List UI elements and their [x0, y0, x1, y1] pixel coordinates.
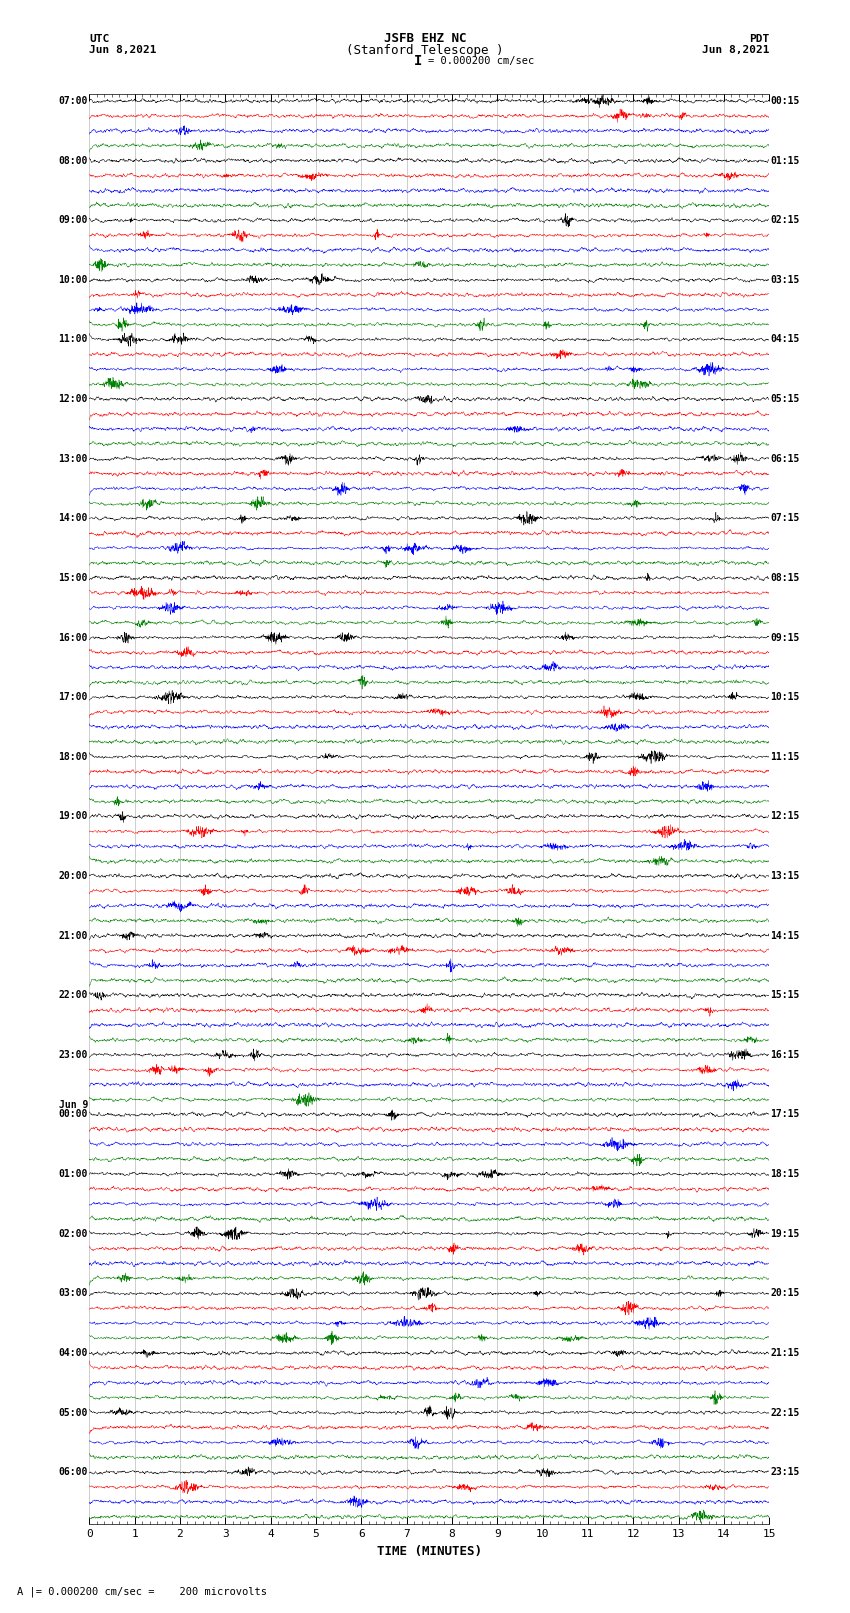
Text: 06:00: 06:00 [59, 1468, 88, 1478]
Text: UTC: UTC [89, 34, 110, 44]
Text: A |= 0.000200 cm/sec =    200 microvolts: A |= 0.000200 cm/sec = 200 microvolts [17, 1587, 267, 1597]
Text: 22:00: 22:00 [59, 990, 88, 1000]
Text: 05:00: 05:00 [59, 1408, 88, 1418]
Text: 13:00: 13:00 [59, 453, 88, 463]
Text: 14:00: 14:00 [59, 513, 88, 523]
Text: (Stanford Telescope ): (Stanford Telescope ) [346, 44, 504, 56]
Text: 19:15: 19:15 [771, 1229, 800, 1239]
Text: 11:00: 11:00 [59, 334, 88, 345]
Text: 23:15: 23:15 [771, 1468, 800, 1478]
Text: 02:15: 02:15 [771, 215, 800, 226]
Text: 07:15: 07:15 [771, 513, 800, 523]
Text: 05:15: 05:15 [771, 394, 800, 405]
Text: Jun 9: Jun 9 [59, 1100, 88, 1110]
X-axis label: TIME (MINUTES): TIME (MINUTES) [377, 1545, 482, 1558]
Text: 03:00: 03:00 [59, 1289, 88, 1298]
Text: 19:00: 19:00 [59, 811, 88, 821]
Text: 14:15: 14:15 [771, 931, 800, 940]
Text: 08:00: 08:00 [59, 155, 88, 166]
Text: 16:15: 16:15 [771, 1050, 800, 1060]
Text: 11:15: 11:15 [771, 752, 800, 761]
Text: 21:00: 21:00 [59, 931, 88, 940]
Text: 18:15: 18:15 [771, 1169, 800, 1179]
Text: = 0.000200 cm/sec: = 0.000200 cm/sec [428, 56, 535, 66]
Text: 01:15: 01:15 [771, 155, 800, 166]
Text: 16:00: 16:00 [59, 632, 88, 642]
Text: 10:15: 10:15 [771, 692, 800, 702]
Text: 00:00: 00:00 [59, 1110, 88, 1119]
Text: 15:15: 15:15 [771, 990, 800, 1000]
Text: I: I [414, 55, 422, 68]
Text: 20:15: 20:15 [771, 1289, 800, 1298]
Text: 15:00: 15:00 [59, 573, 88, 582]
Text: 22:15: 22:15 [771, 1408, 800, 1418]
Text: JSFB EHZ NC: JSFB EHZ NC [383, 32, 467, 45]
Text: 21:15: 21:15 [771, 1348, 800, 1358]
Text: Jun 8,2021: Jun 8,2021 [702, 45, 769, 55]
Text: 12:15: 12:15 [771, 811, 800, 821]
Text: 18:00: 18:00 [59, 752, 88, 761]
Text: 04:00: 04:00 [59, 1348, 88, 1358]
Text: 09:15: 09:15 [771, 632, 800, 642]
Text: Jun 8,2021: Jun 8,2021 [89, 45, 156, 55]
Text: 00:15: 00:15 [771, 97, 800, 106]
Text: PDT: PDT [749, 34, 769, 44]
Text: 10:00: 10:00 [59, 274, 88, 286]
Text: 08:15: 08:15 [771, 573, 800, 582]
Text: 17:00: 17:00 [59, 692, 88, 702]
Text: 03:15: 03:15 [771, 274, 800, 286]
Text: 20:00: 20:00 [59, 871, 88, 881]
Text: 09:00: 09:00 [59, 215, 88, 226]
Text: 07:00: 07:00 [59, 97, 88, 106]
Text: 23:00: 23:00 [59, 1050, 88, 1060]
Text: 04:15: 04:15 [771, 334, 800, 345]
Text: 06:15: 06:15 [771, 453, 800, 463]
Text: 01:00: 01:00 [59, 1169, 88, 1179]
Text: 17:15: 17:15 [771, 1110, 800, 1119]
Text: 02:00: 02:00 [59, 1229, 88, 1239]
Text: 12:00: 12:00 [59, 394, 88, 405]
Text: 13:15: 13:15 [771, 871, 800, 881]
